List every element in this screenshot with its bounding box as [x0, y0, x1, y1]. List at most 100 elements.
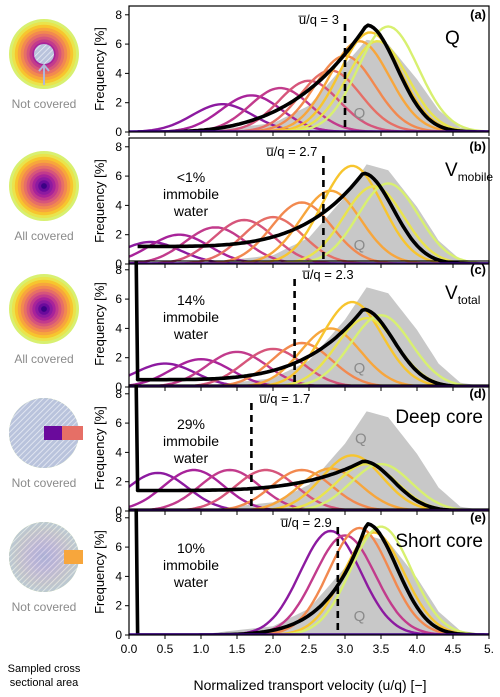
y-axis-label: Frequency [%]: [92, 530, 107, 614]
component-curve: [129, 468, 489, 511]
immobile-water-text: 10%: [177, 540, 205, 556]
component-curve: [129, 314, 489, 387]
x-tick-label: 2.5: [301, 642, 318, 656]
disk-caption: Not covered: [12, 97, 77, 111]
immobile-water-text: immobile: [163, 433, 219, 449]
y-tick-label: 6: [115, 169, 122, 183]
x-tick-label: 5.: [484, 642, 494, 656]
left-caption-line1: Sampled cross: [8, 663, 81, 675]
component-curve: [129, 185, 489, 264]
overall-curve: [134, 261, 489, 387]
y-tick-label: 4: [115, 445, 122, 459]
cross-section-disk: [9, 398, 83, 468]
y-tick-label: 4: [115, 321, 122, 335]
cross-section-disk: [9, 19, 79, 89]
panel-title: Short core: [395, 531, 483, 552]
panel-letter: (a): [470, 7, 486, 22]
y-tick-label: 4: [115, 66, 122, 80]
component-curve: [129, 39, 489, 132]
x-tick-label: 1.5: [229, 642, 246, 656]
mean-label: u̅/q = 3: [298, 12, 339, 27]
mean-label: u̅/q = 2.3: [302, 267, 354, 282]
cross-section-disk: [9, 151, 79, 221]
y-tick-label: 2: [115, 96, 122, 110]
x-tick-label: 1.0: [193, 642, 210, 656]
panel-title-subscript: total: [458, 293, 481, 307]
plot-area-a: [129, 23, 489, 132]
panel-a: 0 2 4 6 8 Frequency [%] (a) Qu̅/q = 3 Q Not cover…: [9, 5, 490, 139]
panel-letter: (c): [470, 262, 486, 277]
y-tick-label: 8: [115, 140, 122, 154]
component-curve: [129, 525, 489, 635]
x-axis-label: Normalized transport velocity (u/q) [−]: [193, 677, 426, 693]
y-tick-label: 2: [115, 475, 122, 489]
y-tick-label: 8: [115, 387, 122, 401]
y-axis-label: Frequency [%]: [92, 282, 107, 366]
x-tick-label: 3.5: [373, 642, 390, 656]
y-axis-label: Frequency [%]: [92, 27, 107, 111]
x-tick-label: 4.5: [445, 642, 462, 656]
disk-ring: [41, 306, 47, 312]
disk-caption: Not covered: [12, 600, 77, 614]
panel-letter: (b): [469, 139, 486, 154]
component-curve: [129, 39, 489, 132]
component-curve: [129, 531, 489, 635]
y-tick-label: 6: [115, 540, 122, 554]
y-tick-label: 0: [115, 257, 122, 271]
component-curve: [129, 164, 489, 264]
y-tick-label: 6: [115, 37, 122, 51]
deep-core-sample-outer: [62, 426, 83, 440]
disk-caption: All covered: [14, 229, 73, 243]
panel-title: Q: [445, 28, 460, 49]
y-tick-label: 2: [115, 228, 122, 242]
y-tick-label: 6: [115, 416, 122, 430]
disk-ring: [41, 183, 47, 189]
panel-b: 0 2 4 6 8 Frequency [%] (b) Vmobile u̅/q = 2.7 Q <…: [9, 137, 493, 271]
component-curve: [129, 463, 489, 511]
panel-letter: (d): [469, 386, 486, 401]
mean-label: u̅/q = 2.7: [266, 144, 318, 159]
panel-e: 0 2 4 6 8 0.0 0.5 1.0 1.5 2.0 2.5 3.0 3.5 4.0 4.5 5. Fre…: [8, 508, 494, 656]
panel-title: Deep core: [395, 407, 483, 428]
uncovered-center-hatch: [34, 44, 54, 64]
y-axis-label: Frequency [%]: [92, 406, 107, 490]
component-curve: [129, 218, 489, 264]
panel-d: 0 2 4 6 8 Frequency [%] (d) Deep core u̅/q = 1.7…: [9, 384, 490, 518]
overall-curve: [134, 385, 489, 511]
y-tick-label: 8: [115, 8, 122, 22]
panel-title-subscript: mobile: [458, 170, 494, 184]
x-tick-label: 0.5: [157, 642, 174, 656]
q-marker: Q: [354, 237, 366, 254]
component-curve: [129, 79, 489, 132]
q-marker: Q: [355, 431, 367, 448]
y-tick-label: 8: [115, 511, 122, 525]
immobile-water-text: water: [173, 574, 209, 590]
x-tick-label: 4.0: [409, 642, 426, 656]
x-tick-label: 3.0: [337, 642, 354, 656]
immobile-water-text: 14%: [177, 292, 205, 308]
q-marker: Q: [354, 360, 366, 377]
component-curve: [129, 233, 489, 264]
immobile-water-text: water: [173, 450, 209, 466]
y-tick-label: 4: [115, 569, 122, 583]
panel-title: Vmobile: [445, 160, 493, 184]
component-curve: [129, 341, 489, 387]
overall-curve: [134, 509, 489, 635]
immobile-water-text: water: [173, 203, 209, 219]
q-marker: Q: [354, 608, 366, 625]
overall-curve: [137, 171, 489, 264]
immobile-water-text: immobile: [163, 186, 219, 202]
q-marker: Q: [354, 105, 366, 122]
cross-section-disk: [8, 521, 83, 593]
uncovered-hatch: [8, 521, 80, 593]
x-tick-label: 0.0: [121, 642, 138, 656]
y-axis-label: Frequency [%]: [92, 159, 107, 243]
disk-caption: All covered: [14, 352, 73, 366]
panel-c: 0 2 4 6 8 Frequency [%] (c) Vtotal u̅/q = 2.3 Q 14…: [9, 260, 490, 394]
immobile-water-text: immobile: [163, 557, 219, 573]
y-tick-label: 6: [115, 292, 122, 306]
immobile-water-text: 29%: [177, 416, 205, 432]
component-curve: [129, 25, 489, 132]
component-curve: [129, 468, 489, 511]
component-curve: [129, 240, 489, 264]
